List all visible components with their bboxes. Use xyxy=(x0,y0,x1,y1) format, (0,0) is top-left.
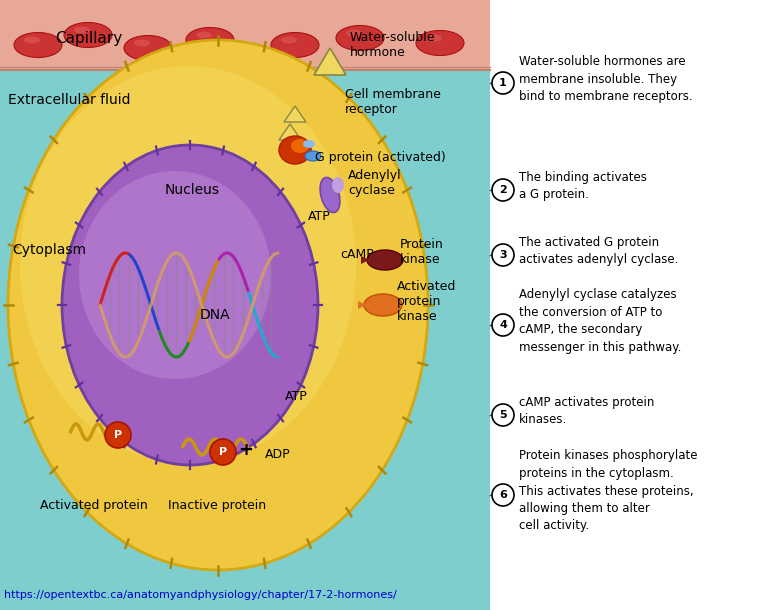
Ellipse shape xyxy=(364,294,402,316)
Ellipse shape xyxy=(416,30,464,56)
Text: 1: 1 xyxy=(499,78,507,88)
Text: Cell membrane
receptor: Cell membrane receptor xyxy=(345,88,441,116)
Ellipse shape xyxy=(320,178,340,212)
Circle shape xyxy=(105,422,131,448)
Text: Activated
protein
kinase: Activated protein kinase xyxy=(397,281,456,323)
Ellipse shape xyxy=(74,26,90,34)
Text: Protein
kinase: Protein kinase xyxy=(400,238,444,266)
Circle shape xyxy=(492,404,514,426)
Bar xyxy=(0,0,490,70)
Ellipse shape xyxy=(64,23,112,48)
Polygon shape xyxy=(314,48,346,75)
Ellipse shape xyxy=(303,140,315,148)
Ellipse shape xyxy=(279,136,311,164)
Ellipse shape xyxy=(271,32,319,57)
Text: The activated G protein
activates adenylyl cyclase.: The activated G protein activates adenyl… xyxy=(519,235,678,266)
Circle shape xyxy=(492,484,514,506)
Text: Cytoplasm: Cytoplasm xyxy=(12,243,86,257)
Text: Protein kinases phosphorylate
proteins in the cytoplasm.
This activates these pr: Protein kinases phosphorylate proteins i… xyxy=(519,450,698,533)
Polygon shape xyxy=(279,124,301,140)
Text: Activated protein: Activated protein xyxy=(40,498,147,512)
Text: Adenylyl cyclase catalyzes
the conversion of ATP to
cAMP, the secondary
messenge: Adenylyl cyclase catalyzes the conversio… xyxy=(519,289,681,354)
Text: 6: 6 xyxy=(499,490,507,500)
Ellipse shape xyxy=(336,26,384,51)
Text: G protein (activated): G protein (activated) xyxy=(315,151,445,165)
Ellipse shape xyxy=(62,145,318,465)
Polygon shape xyxy=(358,301,366,309)
Ellipse shape xyxy=(367,250,403,270)
Text: ATP: ATP xyxy=(308,210,331,223)
Circle shape xyxy=(492,72,514,94)
Text: 2: 2 xyxy=(499,185,507,195)
Text: Extracellular fluid: Extracellular fluid xyxy=(8,93,130,107)
Ellipse shape xyxy=(79,171,271,379)
Ellipse shape xyxy=(124,35,172,60)
Circle shape xyxy=(492,244,514,266)
Text: https://opentextbc.ca/anatomyandphysiology/chapter/17-2-hormones/: https://opentextbc.ca/anatomyandphysiolo… xyxy=(4,590,397,600)
Text: +: + xyxy=(238,441,254,459)
Ellipse shape xyxy=(24,37,40,43)
Ellipse shape xyxy=(14,32,62,57)
Ellipse shape xyxy=(196,32,212,38)
Ellipse shape xyxy=(281,37,297,43)
Text: Adenylyl
cyclase: Adenylyl cyclase xyxy=(348,169,402,197)
Text: Water-soluble hormones are
membrane insoluble. They
bind to membrane receptors.: Water-soluble hormones are membrane inso… xyxy=(519,55,693,103)
Text: cAMP activates protein
kinases.: cAMP activates protein kinases. xyxy=(519,396,654,426)
Text: cAMP: cAMP xyxy=(340,248,374,262)
Polygon shape xyxy=(284,106,306,122)
Ellipse shape xyxy=(332,177,344,193)
Ellipse shape xyxy=(305,151,321,161)
Text: Water-soluble
hormone: Water-soluble hormone xyxy=(350,31,435,59)
Circle shape xyxy=(210,439,236,465)
Circle shape xyxy=(492,179,514,201)
Text: ATP: ATP xyxy=(285,390,308,403)
Text: 4: 4 xyxy=(499,320,507,330)
Bar xyxy=(490,0,776,610)
Text: Capillary: Capillary xyxy=(55,30,123,46)
Polygon shape xyxy=(361,256,369,264)
Ellipse shape xyxy=(291,139,309,153)
Text: 3: 3 xyxy=(499,250,507,260)
Text: Nucleus: Nucleus xyxy=(165,183,220,197)
Ellipse shape xyxy=(186,27,234,52)
Ellipse shape xyxy=(134,40,150,46)
Ellipse shape xyxy=(20,66,356,464)
Text: ADP: ADP xyxy=(265,448,291,462)
Ellipse shape xyxy=(426,35,442,41)
Text: The binding activates
a G protein.: The binding activates a G protein. xyxy=(519,171,647,201)
Text: P: P xyxy=(114,430,122,440)
Ellipse shape xyxy=(346,29,362,37)
Text: DNA: DNA xyxy=(200,308,230,322)
Circle shape xyxy=(492,314,514,336)
Text: 5: 5 xyxy=(499,410,507,420)
Text: P: P xyxy=(219,447,227,457)
Text: Inactive protein: Inactive protein xyxy=(168,498,266,512)
Ellipse shape xyxy=(8,40,428,570)
